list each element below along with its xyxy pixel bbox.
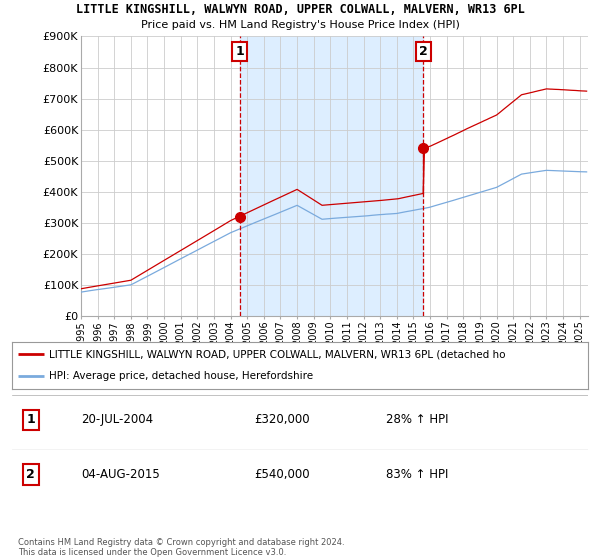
Text: LITTLE KINGSHILL, WALWYN ROAD, UPPER COLWALL, MALVERN, WR13 6PL (detached ho: LITTLE KINGSHILL, WALWYN ROAD, UPPER COL…: [49, 349, 506, 360]
Text: 2: 2: [419, 45, 428, 58]
Bar: [239, 36, 424, 316]
Text: 2: 2: [26, 468, 35, 481]
Text: 04-AUG-2015: 04-AUG-2015: [81, 468, 160, 481]
Text: HPI: Average price, detached house, Herefordshire: HPI: Average price, detached house, Here…: [49, 371, 314, 381]
Text: 28% ↑ HPI: 28% ↑ HPI: [386, 413, 449, 426]
Text: 1: 1: [26, 413, 35, 426]
Text: Contains HM Land Registry data © Crown copyright and database right 2024.
This d: Contains HM Land Registry data © Crown c…: [18, 538, 344, 557]
Text: £540,000: £540,000: [254, 468, 310, 481]
Text: £320,000: £320,000: [254, 413, 310, 426]
Text: 83% ↑ HPI: 83% ↑ HPI: [386, 468, 449, 481]
Text: LITTLE KINGSHILL, WALWYN ROAD, UPPER COLWALL, MALVERN, WR13 6PL: LITTLE KINGSHILL, WALWYN ROAD, UPPER COL…: [76, 3, 524, 16]
Text: Price paid vs. HM Land Registry's House Price Index (HPI): Price paid vs. HM Land Registry's House …: [140, 20, 460, 30]
Text: 20-JUL-2004: 20-JUL-2004: [81, 413, 153, 426]
Text: 1: 1: [235, 45, 244, 58]
